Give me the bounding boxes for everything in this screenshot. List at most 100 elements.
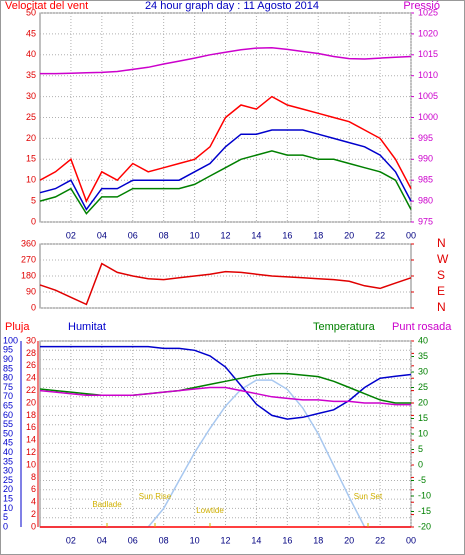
y-tick-label: 360 — [21, 238, 36, 248]
legend-label: Humitat — [68, 321, 106, 333]
y2-tick-label: 980 — [418, 195, 433, 205]
y3-tick-label: 4 — [31, 497, 36, 507]
y-tick-label: 90 — [3, 354, 13, 364]
y2-tick-label: 1000 — [418, 112, 438, 122]
y3-tick-label: 8 — [31, 472, 36, 482]
y2-tick-label: -5 — [418, 475, 426, 485]
y3-tick-label: 10 — [26, 459, 36, 469]
chart-title: 24 hour graph day : 11 Agosto 2014 — [145, 0, 319, 12]
annotation: Sun Rise — [139, 492, 172, 501]
y-tick-label: 95 — [3, 345, 13, 355]
x-tick-label: 14 — [251, 230, 261, 240]
y-tick-label: 50 — [3, 428, 13, 438]
x-tick-label: 18 — [313, 230, 323, 240]
y-tick-label: 45 — [26, 28, 36, 38]
x-tick-label: 00 — [406, 535, 416, 545]
y-tick-label: 60 — [3, 410, 13, 420]
y-tick-label: 85 — [3, 363, 13, 373]
y-tick-label: 40 — [3, 447, 13, 457]
y2-tick-label: 1015 — [418, 49, 438, 59]
y2-tick-label: 25 — [418, 382, 428, 392]
y2-tick-label: 1025 — [418, 7, 438, 17]
y2-tick-label: 10 — [418, 428, 428, 438]
y-tick-label: 100 — [3, 335, 18, 345]
y-tick-label: 45 — [3, 438, 13, 448]
y-tick-label: 90 — [26, 286, 36, 296]
y-tick-label: 35 — [26, 70, 36, 80]
y2-tick-label: 1010 — [418, 70, 438, 80]
x-tick-label: 12 — [220, 230, 230, 240]
x-tick-label: 04 — [97, 535, 107, 545]
x-tick-label: 14 — [251, 535, 261, 545]
y-tick-label: 25 — [26, 112, 36, 122]
y-tick-label: 55 — [3, 419, 13, 429]
y-tick-label: 50 — [26, 7, 36, 17]
y2-tick-label: 20 — [418, 397, 428, 407]
y-tick-label: 35 — [3, 456, 13, 466]
y2-tick-label: 0 — [418, 459, 423, 469]
y2-tick-label: N — [437, 300, 446, 314]
y-tick-label: 10 — [26, 175, 36, 185]
y3-tick-label: 6 — [31, 484, 36, 494]
y3-tick-label: 28 — [26, 348, 36, 358]
y-tick-label: 30 — [26, 91, 36, 101]
y-tick-label: 180 — [21, 270, 36, 280]
x-tick-label: 18 — [313, 535, 323, 545]
x-tick-label: 22 — [375, 230, 385, 240]
x-tick-label: 06 — [128, 535, 138, 545]
series-line — [39, 150, 412, 215]
y-tick-label: 30 — [3, 466, 13, 476]
y-tick-label: 20 — [3, 484, 13, 494]
legend-label: Pluja — [5, 321, 30, 333]
y2-tick-label: E — [437, 284, 445, 298]
y3-tick-label: 14 — [26, 435, 36, 445]
legend-label: Pressió — [403, 0, 440, 12]
x-tick-label: 22 — [375, 535, 385, 545]
annotation: Badlade — [92, 500, 122, 509]
series-line — [39, 386, 411, 406]
y2-tick-label: -20 — [418, 521, 431, 531]
y2-tick-label: 990 — [418, 154, 433, 164]
y2-tick-label: 40 — [418, 335, 428, 345]
y2-tick-label: 15 — [418, 413, 428, 423]
x-tick-label: 12 — [220, 535, 230, 545]
x-tick-label: 10 — [190, 535, 200, 545]
y-tick-label: 0 — [3, 521, 8, 531]
series-line — [39, 95, 412, 203]
y2-tick-label: 985 — [418, 175, 433, 185]
y-tick-label: 80 — [3, 373, 13, 383]
legend-label: Velocitat del vent — [5, 0, 88, 12]
y-tick-label: 5 — [3, 512, 8, 522]
y3-tick-label: 2 — [31, 509, 36, 519]
y3-tick-label: 16 — [26, 422, 36, 432]
y-tick-label: 40 — [26, 49, 36, 59]
x-tick-label: 06 — [128, 230, 138, 240]
x-tick-label: 08 — [159, 535, 169, 545]
y2-tick-label: 975 — [418, 216, 433, 226]
y-tick-label: 75 — [3, 382, 13, 392]
y-tick-label: 10 — [3, 503, 13, 513]
x-tick-label: 00 — [406, 230, 416, 240]
y-tick-label: 65 — [3, 400, 13, 410]
series-line — [40, 345, 412, 420]
x-tick-label: 08 — [159, 230, 169, 240]
y-tick-label: 270 — [21, 254, 36, 264]
series-line — [40, 46, 412, 75]
y3-tick-label: 0 — [31, 521, 36, 531]
y2-tick-label: W — [437, 252, 449, 266]
y-tick-label: 0 — [31, 302, 36, 312]
series-line — [39, 129, 412, 211]
y2-tick-label: 35 — [418, 351, 428, 361]
y3-tick-label: 18 — [26, 410, 36, 420]
x-tick-label: 10 — [190, 230, 200, 240]
y3-tick-label: 20 — [26, 397, 36, 407]
legend-label: Temperatura — [313, 321, 376, 333]
y-tick-label: 20 — [26, 133, 36, 143]
y2-tick-label: -10 — [418, 490, 431, 500]
y3-tick-label: 22 — [26, 385, 36, 395]
y3-tick-label: 12 — [26, 447, 36, 457]
y2-tick-label: -15 — [418, 506, 431, 516]
y-tick-label: 25 — [3, 475, 13, 485]
x-tick-label: 02 — [66, 535, 76, 545]
y2-tick-label: N — [437, 236, 446, 250]
